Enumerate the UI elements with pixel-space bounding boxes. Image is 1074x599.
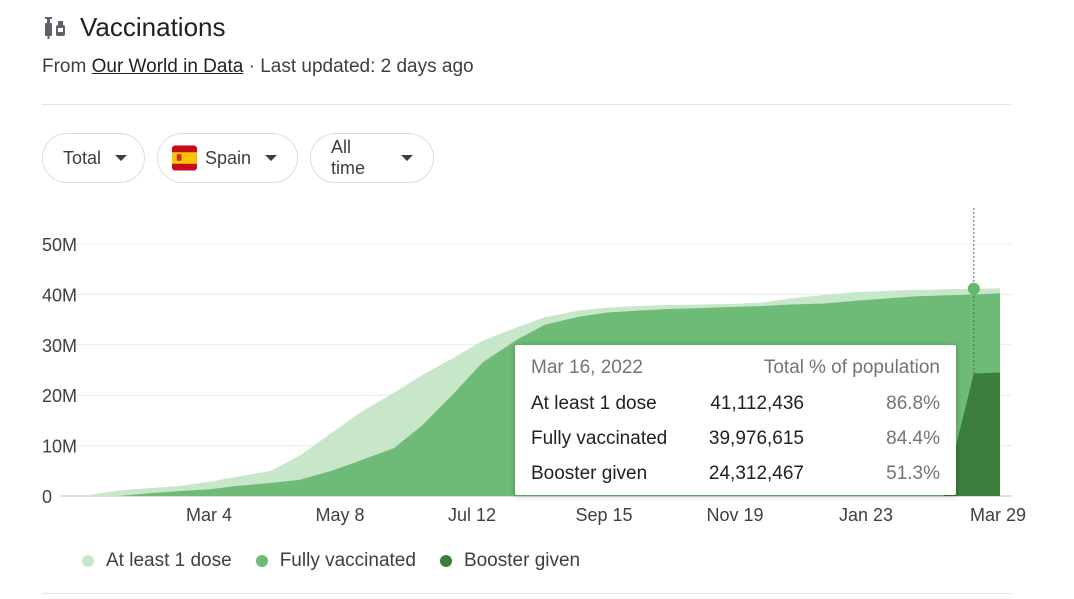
- chevron-down-icon: [401, 155, 413, 161]
- tooltip-row-total: 41,112,436: [710, 393, 804, 414]
- vaccine-syringe-icon: [45, 17, 65, 39]
- x-tick-label: Jul 12: [448, 505, 496, 525]
- y-tick-label: 40M: [42, 285, 77, 305]
- footer-divider: [42, 593, 1012, 594]
- tooltip-row-percent: 84.4%: [886, 428, 940, 449]
- legend-label: Fully vaccinated: [279, 550, 416, 571]
- legend-swatch: [255, 555, 268, 567]
- card-header: Vaccinations From Our World in Data · La…: [42, 10, 1022, 78]
- tooltip-row: Fully vaccinated 39,976,615 84.4%: [531, 425, 940, 453]
- tooltip-row-label: At least 1 dose: [531, 393, 657, 414]
- country-dropdown-label: Spain: [204, 147, 251, 168]
- legend-label: At least 1 dose: [106, 550, 232, 571]
- tooltip-row-percent: 86.8%: [886, 393, 940, 414]
- legend-item-booster-given: Booster given: [439, 550, 581, 572]
- chevron-down-icon: [265, 155, 277, 161]
- tooltip-row-total: 39,976,615: [708, 428, 804, 449]
- spain-flag-icon: [172, 145, 197, 171]
- source-line: From Our World in Data · Last updated: 2…: [42, 56, 474, 78]
- tooltip-col-total: Total: [763, 357, 804, 378]
- header-divider: [42, 104, 1012, 105]
- legend-label: Booster given: [463, 550, 581, 571]
- tooltip-row: At least 1 dose 41,112,436 86.8%: [531, 390, 940, 418]
- y-tick-label: 0: [42, 487, 52, 507]
- y-tick-label: 30M: [42, 336, 77, 356]
- time-range-dropdown[interactable]: All time: [310, 133, 434, 183]
- source-prefix: From: [42, 56, 87, 77]
- data-tooltip: Mar 16, 2022 Total % of population At le…: [515, 345, 956, 495]
- y-tick-label: 50M: [42, 235, 77, 255]
- chart-legend: At least 1 dose Fully vaccinated Booster…: [82, 550, 604, 572]
- source-link[interactable]: Our World in Data: [91, 56, 244, 77]
- last-updated: · Last updated: 2 days ago: [248, 56, 474, 77]
- tooltip-row-total: 24,312,467: [708, 463, 804, 484]
- highlight-marker: [967, 282, 980, 295]
- country-dropdown[interactable]: Spain: [157, 133, 298, 183]
- tooltip-date: Mar 16, 2022: [531, 357, 643, 378]
- page-title: Vaccinations: [80, 11, 226, 42]
- tooltip-row: Booster given 24,312,467 51.3%: [531, 460, 940, 488]
- tooltip-row-percent: 51.3%: [886, 463, 940, 484]
- title-row: Vaccinations: [42, 10, 1022, 44]
- tooltip-row-label: Booster given: [531, 463, 648, 484]
- legend-swatch: [439, 555, 452, 567]
- x-tick-label: May 8: [315, 505, 364, 525]
- filter-chips: Total Spain All time: [42, 133, 434, 183]
- chevron-down-icon: [115, 155, 128, 161]
- y-tick-label: 20M: [42, 386, 77, 406]
- metric-dropdown-label: Total: [63, 147, 102, 168]
- y-tick-label: 10M: [42, 437, 77, 457]
- tooltip-row-label: Fully vaccinated: [531, 428, 668, 449]
- x-tick-label: Mar 4: [186, 505, 232, 525]
- x-tick-label: Jan 23: [839, 505, 893, 525]
- time-range-dropdown-label: All time: [331, 137, 366, 178]
- x-tick-label: Nov 19: [706, 505, 763, 525]
- legend-item-fully-vaccinated: Fully vaccinated: [255, 550, 416, 572]
- x-tick-label: Sep 15: [575, 505, 632, 525]
- tooltip-header-row: Mar 16, 2022 Total % of population: [531, 354, 940, 382]
- tooltip-col-percent: % of population: [809, 357, 940, 378]
- legend-item-at-least-1-dose: At least 1 dose: [82, 550, 232, 572]
- x-tick-label: Mar 29: [970, 505, 1026, 525]
- metric-dropdown[interactable]: Total: [42, 133, 145, 183]
- legend-swatch: [82, 555, 94, 567]
